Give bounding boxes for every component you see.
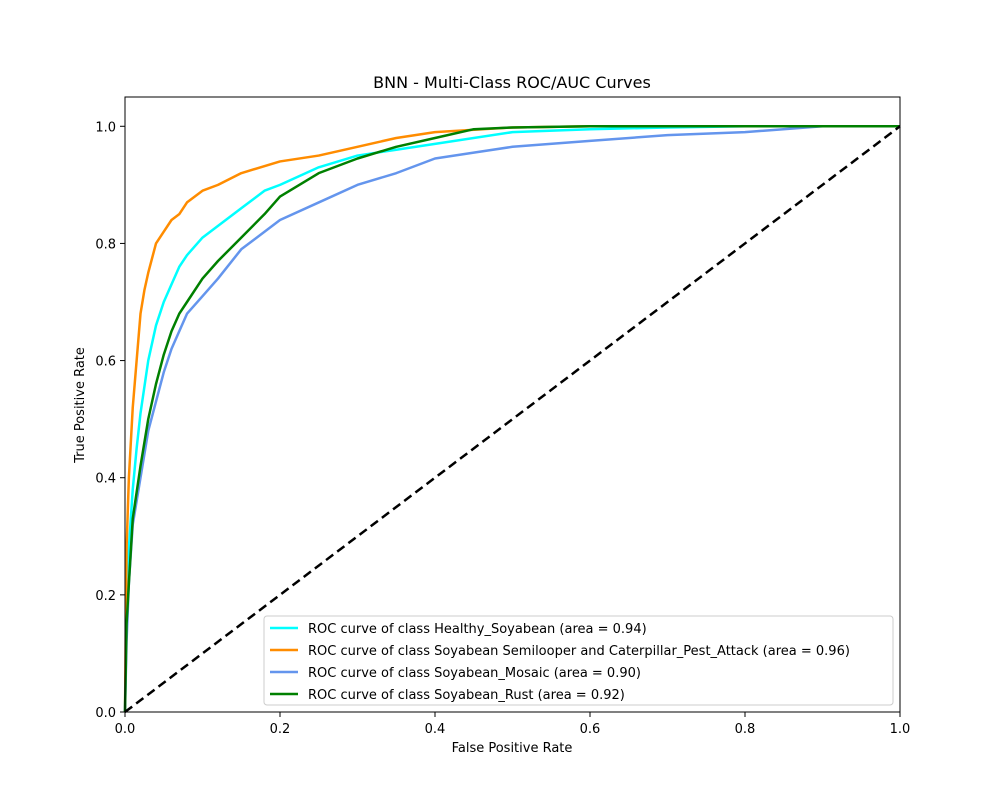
x-axis-ticks: 0.0 0.2 0.4 0.6 0.8 1.0 [115, 712, 911, 737]
x-tick-label: 0.4 [425, 722, 446, 737]
y-axis-ticks: 0.0 0.2 0.4 0.6 0.8 1.0 [95, 120, 125, 721]
legend: ROC curve of class Healthy_Soyabean (are… [263, 615, 894, 706]
y-tick-label: 0.4 [95, 472, 116, 487]
x-tick-label: 1.0 [890, 722, 911, 737]
y-tick-label: 0.2 [95, 589, 116, 604]
legend-label: ROC curve of class Soyabean Semilooper a… [308, 644, 850, 659]
legend-label: ROC curve of class Soyabean_Mosaic (area… [308, 666, 641, 681]
x-axis-label: False Positive Rate [452, 741, 573, 756]
curves-layer [123, 125, 900, 713]
y-tick-label: 1.0 [95, 120, 116, 135]
roc-curve-series-1 [123, 125, 900, 713]
x-tick-label: 0.2 [270, 722, 291, 737]
roc-curve-series-4 [123, 125, 900, 713]
chart-title: BNN - Multi-Class ROC/AUC Curves [373, 73, 651, 92]
y-axis-label: True Positive Rate [73, 347, 88, 464]
roc-curve-series-3 [123, 125, 900, 713]
y-tick-label: 0.6 [95, 355, 116, 370]
x-tick-label: 0.8 [735, 722, 756, 737]
legend-label: ROC curve of class Soyabean_Rust (area =… [308, 688, 625, 703]
x-tick-label: 0.0 [115, 722, 136, 737]
legend-label: ROC curve of class Healthy_Soyabean (are… [308, 622, 647, 637]
legend-box [263, 615, 894, 706]
x-tick-label: 0.6 [580, 722, 601, 737]
chance-diagonal-line [124, 125, 901, 713]
diagonal-layer [124, 125, 901, 713]
plot-frame [124, 96, 901, 713]
y-tick-label: 0.8 [95, 237, 116, 252]
y-tick-label: 0.0 [95, 706, 116, 721]
